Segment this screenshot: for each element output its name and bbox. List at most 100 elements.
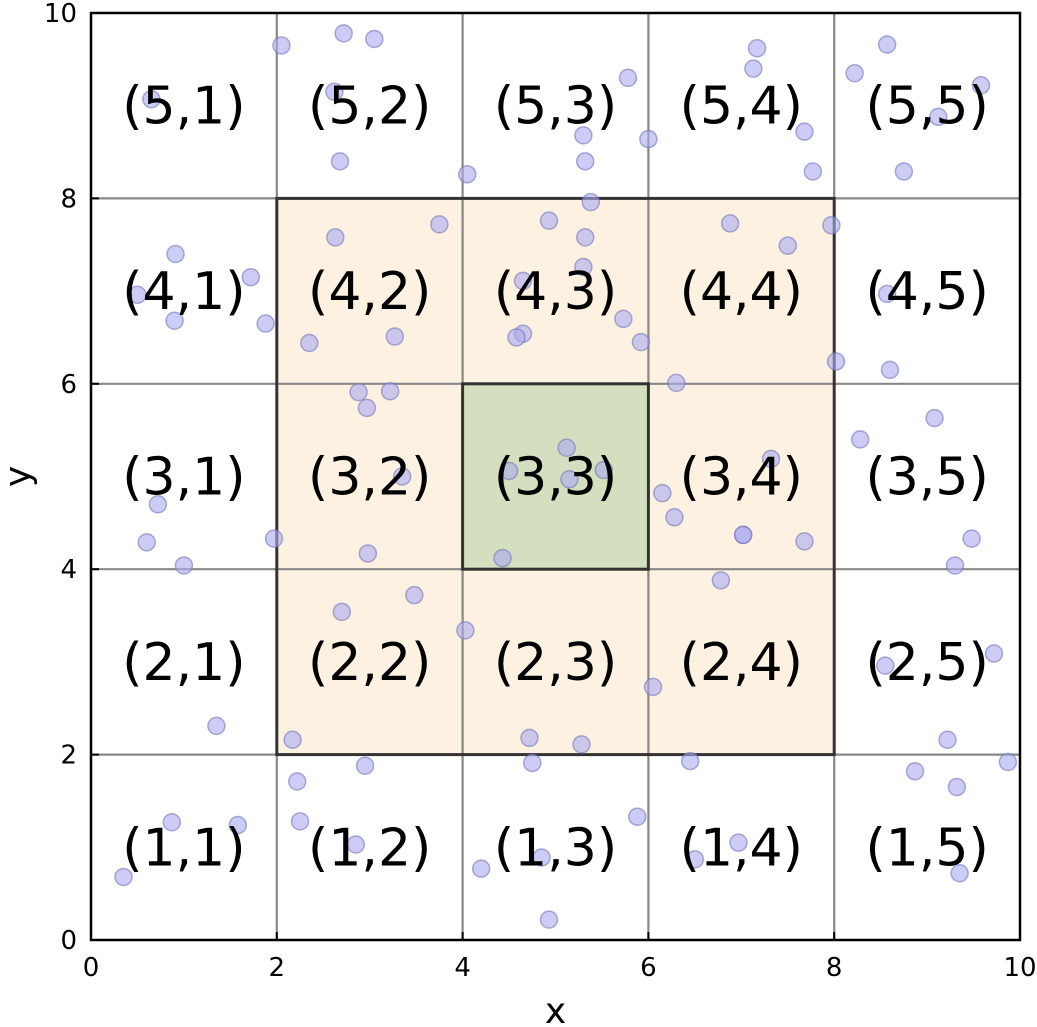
data-point <box>747 38 767 58</box>
x-tick-label: 4 <box>454 953 471 983</box>
data-point <box>334 24 353 43</box>
data-point <box>513 271 533 291</box>
data-point <box>137 533 156 552</box>
data-point <box>850 430 870 449</box>
data-point <box>574 257 593 277</box>
data-point <box>574 126 593 145</box>
x-tick-label: 0 <box>83 953 100 983</box>
plot-frame <box>89 11 1022 942</box>
y-tick-label: 6 <box>60 370 77 400</box>
data-point <box>507 328 526 347</box>
data-point <box>618 68 638 88</box>
data-point <box>349 382 368 402</box>
data-point <box>207 716 226 736</box>
x-tick-label: 8 <box>826 953 843 983</box>
data-point <box>653 483 672 503</box>
data-point <box>405 585 424 605</box>
cell-label: (3,4) <box>680 448 803 508</box>
cell-label: (2,2) <box>308 633 431 693</box>
data-point <box>877 35 897 54</box>
data-point <box>594 460 614 480</box>
data-point <box>984 644 1004 663</box>
data-point <box>114 867 133 887</box>
data-point <box>880 360 900 380</box>
data-point <box>332 602 352 622</box>
data-point <box>539 211 559 230</box>
data-point <box>142 89 161 109</box>
data-point <box>795 532 814 551</box>
data-point <box>822 216 841 235</box>
cell-label: (3,2) <box>308 448 431 508</box>
cell-labels: (5,1) (5,2) (5,3) (5,4) (5,5) (4,1) (4,2) (4,3)… <box>122 77 988 879</box>
data-point <box>128 285 147 305</box>
y-tick-label: 0 <box>60 926 77 956</box>
data-point <box>272 36 291 55</box>
highlight-region-border-1 <box>461 382 650 571</box>
data-point <box>471 859 491 878</box>
data-point <box>326 228 345 247</box>
cell-label: (5,1) <box>122 77 245 137</box>
x-tick-label: 6 <box>640 953 657 983</box>
cell-label: (1,3) <box>494 818 617 878</box>
data-point <box>998 752 1018 772</box>
cell-label: (4,1) <box>122 262 245 322</box>
y-tick-label: 8 <box>60 184 77 214</box>
data-point <box>778 236 797 255</box>
data-point <box>938 730 957 750</box>
cell-label: (1,4) <box>680 818 803 878</box>
data-point <box>894 162 914 181</box>
cell-label: (2,4) <box>680 633 803 693</box>
cell-label: (3,1) <box>122 448 245 508</box>
data-point <box>877 284 897 304</box>
data-point <box>241 267 261 287</box>
x-axis-label: x <box>545 991 566 1027</box>
cell-label: (1,5) <box>865 818 988 878</box>
data-point <box>325 82 344 102</box>
data-point <box>876 656 895 675</box>
data-points <box>114 24 1018 929</box>
highlight-regions <box>276 198 835 755</box>
cell-label: (5,5) <box>865 77 988 137</box>
data-point <box>557 438 576 458</box>
data-point <box>162 813 182 832</box>
data-point <box>845 64 864 83</box>
data-point <box>905 762 925 781</box>
data-point <box>290 812 310 831</box>
data-point <box>665 508 684 527</box>
data-point <box>631 332 651 352</box>
data-point <box>761 449 781 469</box>
cell-label: (4,5) <box>865 262 988 322</box>
data-point <box>950 864 969 883</box>
data-point <box>365 29 384 49</box>
y-axis-label: y <box>0 466 39 487</box>
data-point <box>148 495 168 514</box>
data-point <box>575 228 595 247</box>
data-point <box>283 730 302 750</box>
cell-label: (3,3) <box>494 448 617 508</box>
data-point <box>733 525 753 545</box>
data-point <box>355 756 375 775</box>
data-point <box>667 373 686 393</box>
data-point <box>520 728 539 748</box>
data-point <box>457 165 477 184</box>
cell-label: (1,1) <box>122 818 245 878</box>
highlight-region-1 <box>462 383 649 570</box>
x-tick-label: 2 <box>269 953 286 983</box>
data-point <box>532 848 551 867</box>
cell-label: (5,2) <box>308 77 431 137</box>
data-point <box>493 548 512 568</box>
data-point <box>711 571 731 590</box>
data-point <box>971 76 991 95</box>
data-point <box>575 152 595 171</box>
data-point <box>581 192 601 212</box>
data-point <box>174 556 194 575</box>
data-point <box>947 777 967 797</box>
data-point <box>287 772 307 791</box>
data-point <box>165 311 184 331</box>
data-point <box>628 807 647 826</box>
data-point <box>962 529 981 548</box>
data-point <box>803 162 823 181</box>
cell-label: (2,3) <box>494 633 617 693</box>
cell-label: (4,2) <box>308 262 431 322</box>
